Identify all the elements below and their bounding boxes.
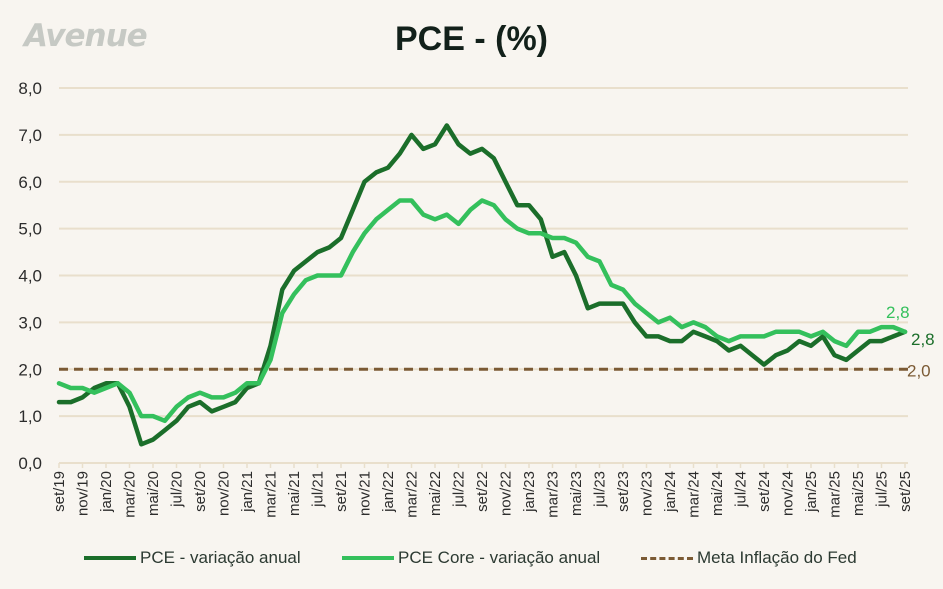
x-tick-label: jan/22 <box>380 471 397 513</box>
y-tick-label: 7,0 <box>18 126 42 145</box>
x-tick-label: set/25 <box>897 471 914 512</box>
x-tick-label: mai/25 <box>850 471 867 516</box>
x-tick-label: jan/20 <box>98 471 115 513</box>
x-tick-label: jul/20 <box>169 471 186 508</box>
legend-item-pce[interactable]: PCE - variação anual <box>84 548 301 568</box>
y-tick-label: 0,0 <box>18 454 42 473</box>
x-tick-label: jan/25 <box>803 471 820 513</box>
series-lines <box>56 123 909 447</box>
y-tick-label: 6,0 <box>18 173 42 192</box>
x-tick-label: set/22 <box>474 471 491 512</box>
x-tick-label: nov/23 <box>639 471 656 516</box>
y-tick-label: 2,0 <box>18 360 42 379</box>
legend-swatch-pce <box>84 556 136 560</box>
legend-swatch-fed-target <box>641 556 693 560</box>
legend: PCE - variação anual PCE Core - variação… <box>0 548 943 574</box>
x-axis: set/19 nov/19 jan/20 mar/20 mai/20 jul/20 set/… <box>51 462 914 518</box>
y-tick-label: 8,0 <box>18 79 42 98</box>
x-tick-label: jan/23 <box>521 471 538 513</box>
legend-label-pce: PCE - variação anual <box>140 548 301 567</box>
x-tick-label: mai/21 <box>286 471 303 516</box>
x-tick-label: mar/21 <box>263 471 280 518</box>
y-tick-label: 4,0 <box>18 267 42 286</box>
x-tick-label: set/24 <box>756 471 773 512</box>
x-tick-label: jul/23 <box>592 471 609 508</box>
x-tick-label: mar/20 <box>122 471 139 518</box>
chart-title: PCE - (%) <box>395 20 548 58</box>
legend-item-pce-core[interactable]: PCE Core - variação anual <box>342 548 600 568</box>
pce-end-label: 2,8 <box>911 330 935 349</box>
x-tick-label: nov/22 <box>498 471 515 516</box>
avenue-logo: Avenue <box>24 18 148 54</box>
x-tick-label: mai/23 <box>568 471 585 516</box>
legend-label-pce-core: PCE Core - variação anual <box>398 548 601 567</box>
x-tick-label: mai/20 <box>145 471 162 516</box>
x-tick-label: set/20 <box>192 471 209 512</box>
x-tick-label: jul/24 <box>733 471 750 508</box>
legend-item-fed-target[interactable]: Meta Inflação do Fed <box>641 548 857 568</box>
x-tick-label: nov/24 <box>780 471 797 516</box>
pce-core-end-label: 2,8 <box>886 303 910 322</box>
legend-swatch-pce-core <box>342 556 394 560</box>
x-tick-label: mai/24 <box>709 471 726 516</box>
legend-label-fed-target: Meta Inflação do Fed <box>697 548 857 567</box>
x-tick-label: mai/22 <box>427 471 444 516</box>
x-tick-label: mar/25 <box>827 471 844 518</box>
x-tick-label: jul/21 <box>310 471 327 508</box>
x-tick-label: mar/23 <box>545 471 562 518</box>
x-tick-label: mar/22 <box>404 471 421 518</box>
x-tick-label: set/23 <box>615 471 632 512</box>
x-tick-label: jan/21 <box>239 471 256 513</box>
x-tick-label: set/19 <box>51 471 68 512</box>
x-tick-label: jul/25 <box>874 471 891 508</box>
x-tick-label: jan/24 <box>662 471 679 513</box>
x-tick-label: set/21 <box>333 471 350 512</box>
gridlines <box>59 87 908 418</box>
pce-core-line <box>56 198 908 424</box>
y-tick-label: 1,0 <box>18 407 42 426</box>
x-tick-label: nov/19 <box>75 471 92 516</box>
end-labels: 2,82,8 2,0 <box>886 303 935 381</box>
y-axis: 0,0 1,0 2,0 3,0 4,0 5,0 6,0 7,0 8,0 <box>18 79 42 473</box>
x-tick-label: nov/20 <box>216 471 233 516</box>
x-tick-label: mar/24 <box>686 471 703 518</box>
fed-target-end-label: 2,0 <box>907 361 931 380</box>
x-tick-label: nov/21 <box>357 471 374 516</box>
y-tick-label: 5,0 <box>18 220 42 239</box>
y-tick-label: 3,0 <box>18 313 42 332</box>
pce-line <box>56 123 908 447</box>
x-tick-label: jul/22 <box>451 471 468 508</box>
